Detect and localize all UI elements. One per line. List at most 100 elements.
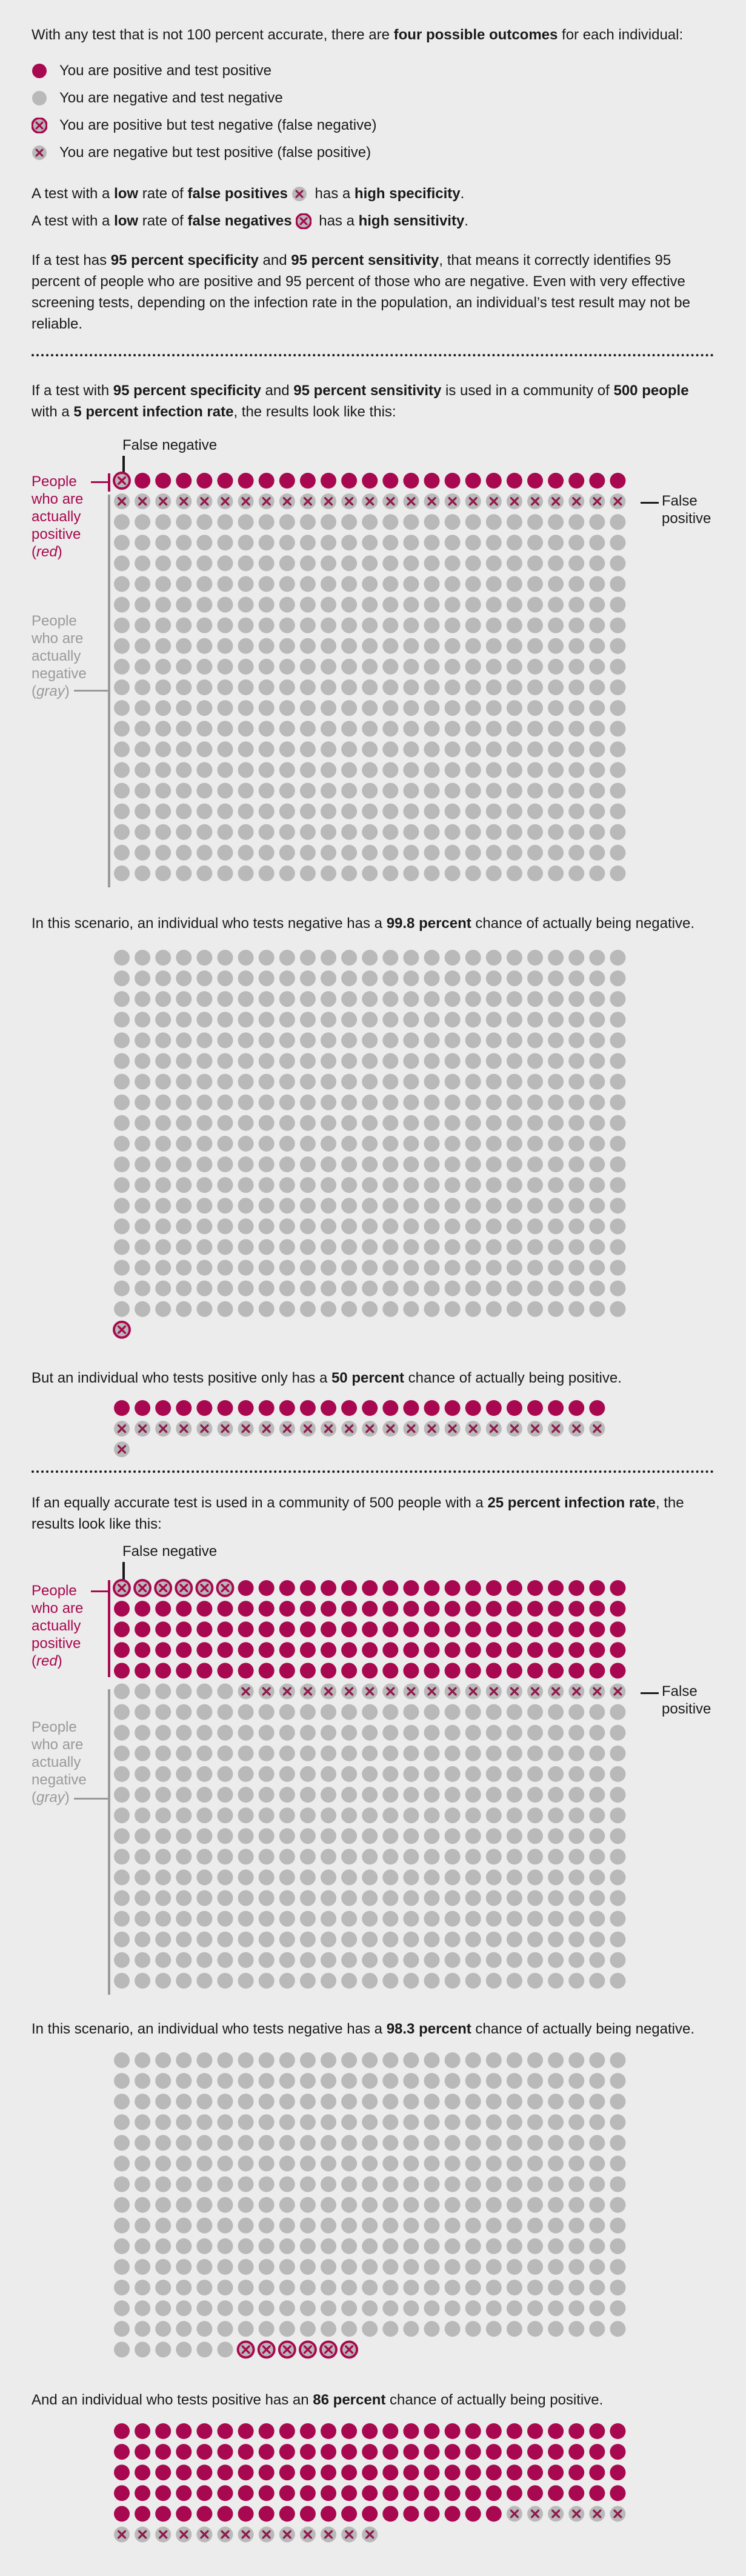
true-negative-dot [155, 1073, 172, 1090]
true-negative-dot [321, 1115, 336, 1131]
true-negative-dot [568, 824, 585, 840]
true-negative-dot [444, 1301, 461, 1317]
true-negative-dot [217, 2300, 233, 2317]
true-negative-dot [548, 1260, 564, 1276]
true-negative-dot [258, 2094, 275, 2110]
waffle-scenario1-all [113, 472, 631, 886]
true-negative-dot [176, 1053, 192, 1069]
true-negative-dot [321, 1280, 336, 1296]
true-negative-dot [424, 2073, 440, 2089]
true-negative-dot [465, 1218, 481, 1235]
false-positive-dot [424, 493, 440, 510]
true-negative-dot [321, 638, 336, 654]
true-negative-dot [341, 617, 358, 633]
true-positive-dot [568, 1663, 585, 1679]
true-negative-dot [238, 2155, 254, 2172]
true-positive-dot [610, 2464, 626, 2481]
true-negative-dot [485, 700, 502, 716]
true-negative-dot [217, 1766, 233, 1782]
true-negative-dot [424, 844, 440, 861]
true-negative-dot [299, 1280, 316, 1296]
true-positive-dot [217, 1601, 233, 1617]
true-negative-dot [114, 1218, 130, 1235]
true-negative-dot [341, 700, 358, 716]
true-negative-dot [506, 1156, 522, 1172]
true-negative-dot [548, 514, 564, 530]
true-negative-dot [321, 2197, 336, 2213]
true-negative-dot [155, 2238, 172, 2254]
true-negative-dot [238, 2176, 254, 2192]
true-negative-dot [362, 1910, 378, 1927]
true-positive-dot [155, 1642, 172, 1658]
scenario1-negative-text: In this scenario, an individual who test… [32, 915, 695, 932]
true-negative-dot [527, 1260, 543, 1276]
true-negative-dot [485, 991, 502, 1007]
true-negative-dot [196, 1828, 213, 1844]
true-negative-dot [279, 1828, 295, 1844]
false-negative-dot [319, 2340, 338, 2359]
true-positive-dot [155, 2464, 172, 2481]
true-negative-dot [279, 2176, 295, 2192]
true-negative-dot [548, 1910, 564, 1927]
true-negative-dot [485, 1828, 502, 1844]
true-negative-dot [465, 1766, 481, 1782]
true-negative-dot [589, 1807, 605, 1824]
true-positive-dot [424, 1400, 440, 1416]
true-negative-dot [114, 1032, 130, 1049]
true-negative-dot [217, 1177, 233, 1193]
false-positive-dot [114, 1421, 130, 1437]
true-negative-dot [362, 514, 378, 530]
false-positive-dot [321, 493, 336, 510]
true-positive-dot [114, 2464, 130, 2481]
true-positive-dot [548, 473, 564, 489]
true-negative-dot [341, 1724, 358, 1741]
true-negative-dot [238, 1910, 254, 1927]
true-negative-dot [321, 1849, 336, 1865]
true-negative-dot [527, 2094, 543, 2110]
true-positive-dot [135, 1663, 151, 1679]
true-positive-dot [258, 1400, 275, 1416]
true-positive-dot [403, 1642, 419, 1658]
true-negative-dot [485, 721, 502, 737]
true-negative-dot [155, 617, 172, 633]
true-negative-dot [465, 721, 481, 737]
true-negative-dot [465, 970, 481, 987]
true-negative-dot [465, 1198, 481, 1214]
red-x-dot-icon [295, 213, 311, 229]
false-positive-dot [527, 2506, 543, 2522]
true-negative-dot [238, 1766, 254, 1782]
true-negative-dot [485, 824, 502, 840]
true-negative-dot [196, 1849, 213, 1865]
true-negative-dot [155, 1094, 172, 1110]
true-positive-dot [341, 1580, 358, 1596]
true-positive-dot [321, 1663, 336, 1679]
true-negative-dot [135, 844, 151, 861]
true-negative-dot [589, 2135, 605, 2151]
true-negative-dot [589, 2114, 605, 2131]
true-positive-dot [589, 1663, 605, 1679]
false-positive-dot [485, 493, 502, 510]
true-negative-dot [176, 1177, 192, 1193]
true-negative-dot [279, 1280, 295, 1296]
true-negative-dot [485, 2321, 502, 2337]
true-positive-dot [527, 1601, 543, 1617]
true-positive-dot [176, 2485, 192, 2501]
true-negative-dot [485, 617, 502, 633]
true-negative-dot [465, 762, 481, 778]
true-negative-dot [362, 638, 378, 654]
true-negative-dot [114, 741, 130, 758]
true-negative-dot [238, 1053, 254, 1069]
true-negative-dot [362, 1745, 378, 1761]
true-negative-dot [362, 1012, 378, 1028]
true-negative-dot [321, 1156, 336, 1172]
true-negative-dot [196, 596, 213, 613]
true-negative-dot [362, 1073, 378, 1090]
true-positive-dot [238, 1400, 254, 1416]
true-negative-dot [548, 1766, 564, 1782]
true-positive-dot [424, 473, 440, 489]
true-negative-dot [382, 1301, 399, 1317]
true-negative-dot [382, 1280, 399, 1296]
true-negative-dot [114, 2114, 130, 2131]
true-negative-dot [258, 2073, 275, 2089]
true-positive-dot [217, 1400, 233, 1416]
